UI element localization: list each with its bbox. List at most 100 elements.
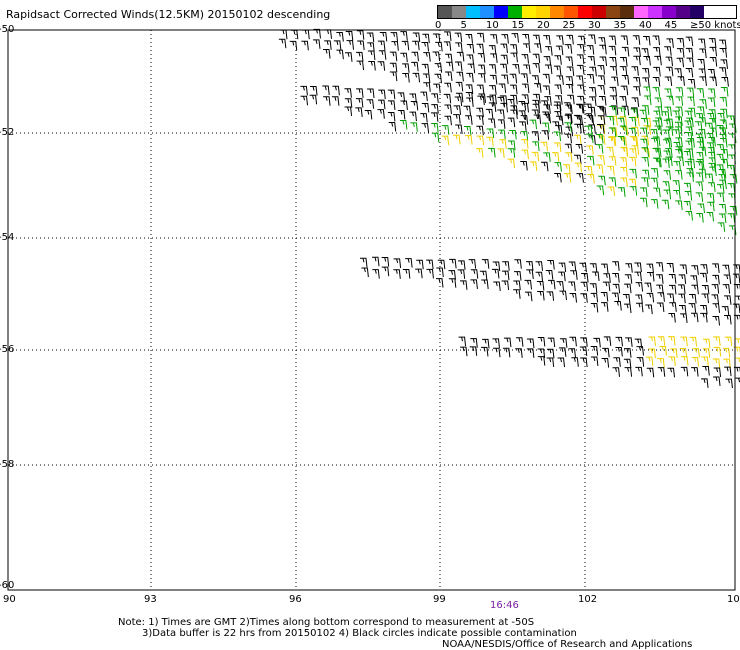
wind-barb [455,92,464,103]
legend-label: ≥50 knots [690,20,740,31]
wind-barb [686,117,694,128]
wind-barb [444,104,452,114]
wind-barb [685,47,694,58]
wind-barb [614,301,622,311]
wind-barb [624,348,632,358]
wind-barb [465,135,473,145]
wind-barb [593,337,601,348]
wind-barb [575,103,584,114]
wind-barb [278,38,287,49]
wind-barb [441,125,450,135]
wind-barb [712,274,720,285]
wind-barb [677,76,685,86]
y-tick-label: -54 [0,232,15,243]
wind-barb [514,259,522,269]
page-title: Rapidsact Corrected Winds(12.5KM) 201501… [6,8,331,21]
wind-barb [684,131,693,142]
wind-barb [465,84,474,94]
wind-barb [507,99,516,109]
wind-barb [510,94,518,105]
wind-barb [641,147,649,157]
wind-barb [651,137,659,148]
wind-barb [688,107,696,118]
wind-barb [655,106,663,116]
credit-text: NOAA/NESDIS/Office of Research and Appli… [442,639,693,650]
wind-barb [701,293,709,304]
wind-barb [401,40,410,51]
wind-barb [389,51,398,62]
wind-barb [650,129,659,139]
wind-barb [336,49,344,60]
wind-barb [698,146,707,157]
x-tick-label: 105 [727,594,740,605]
wind-barb [620,85,629,96]
wind-barb [620,57,628,67]
wind-barb [608,45,617,56]
wind-barb [630,108,639,119]
wind-barb [336,32,344,42]
wind-barb [367,42,375,52]
wind-barb [443,93,452,104]
wind-barb [543,104,551,114]
wind-barb [718,174,726,184]
wind-barb [615,346,623,357]
wind-barb [589,263,598,273]
wind-barb [324,29,333,39]
wind-barb [716,164,725,174]
wind-barb [675,96,684,106]
wind-barb [609,106,617,116]
wind-barb [598,95,607,106]
wind-barb [685,36,694,47]
wind-barb [687,96,695,107]
wind-barb [585,125,593,136]
wind-barb [515,348,523,358]
wind-barb [607,136,616,147]
legend-swatch [634,6,648,18]
wind-barb [647,271,655,282]
wind-barb [513,271,522,281]
wind-barb [566,34,574,45]
wind-barb [597,135,606,145]
wind-barb [411,61,419,72]
wind-barb [735,295,740,301]
wind-barb [652,147,660,158]
wind-barb [684,191,693,201]
wind-barb [597,75,606,85]
wind-barb [662,129,670,139]
wind-barb [477,53,486,63]
wind-barb [509,73,518,84]
wind-barb [478,73,486,83]
wind-barb [720,59,728,69]
wind-barb [364,109,373,120]
wind-barb [697,203,705,214]
wind-barb [541,100,549,110]
wind-barb [331,96,340,106]
legend-label: 40 [639,20,652,31]
wind-barb [542,73,551,84]
wind-barb [555,115,564,126]
wind-barb [564,152,573,162]
wind-barb [668,313,676,323]
wind-barb [662,181,671,191]
legend-label: 25 [562,20,576,31]
wind-barb [686,87,695,98]
wind-barb [690,312,699,323]
wind-speed-legend: 0 5 10 15 20 25 30 35 40 45 ≥50 knots [435,5,740,33]
wind-barb [552,121,560,131]
wind-barb [563,173,572,183]
wind-barb [628,178,637,189]
wind-barb [577,44,585,54]
wind-barb [426,268,434,279]
wind-barb [701,356,709,367]
wind-barb [662,111,670,121]
wind-barb [521,94,530,104]
wind-barb [720,158,729,169]
wind-barb [532,34,541,45]
wind-barb [543,56,552,66]
wind-barb [301,40,309,51]
wind-barb [597,124,605,134]
wind-barb [712,316,721,326]
wind-barb [410,122,418,132]
wind-barb [309,94,318,105]
wind-barb [586,45,595,55]
